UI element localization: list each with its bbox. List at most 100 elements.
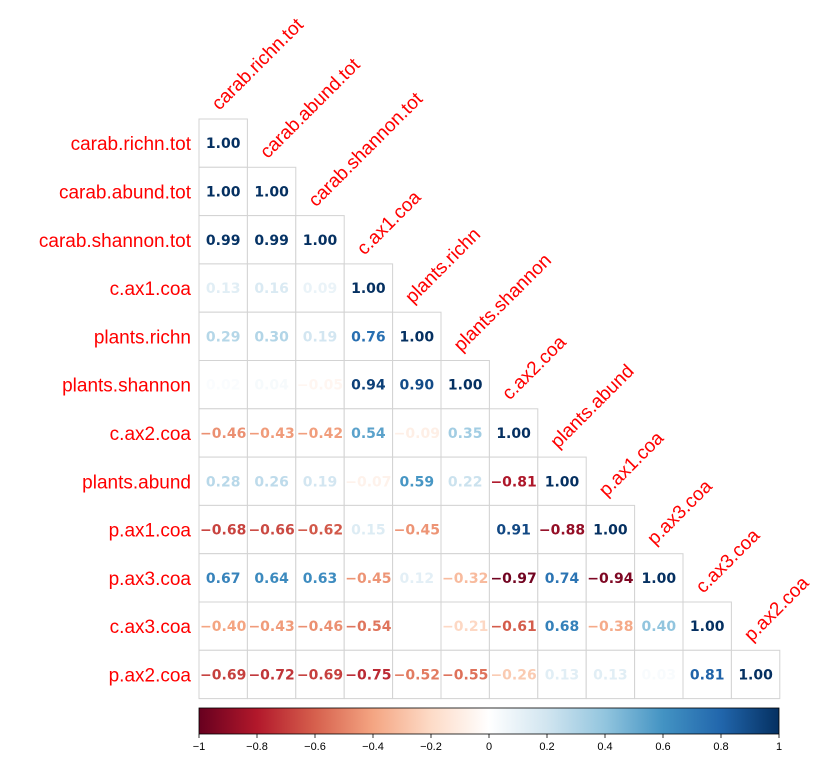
cell-value: 0.19: [303, 474, 338, 490]
cell: [295, 553, 345, 603]
cell-value: 0.15: [351, 523, 386, 539]
colorbar-tick-label: −0.8: [246, 741, 268, 753]
row-label: p.ax1.coa: [109, 521, 192, 542]
cell-value: 1.00: [690, 619, 725, 635]
cell-value: −0.09: [394, 426, 440, 442]
cell: [440, 504, 490, 555]
cell-value: 0.02: [206, 378, 241, 394]
cell: [343, 649, 394, 700]
row-label: c.ax1.coa: [110, 279, 192, 300]
row-label: c.ax3.coa: [110, 617, 192, 638]
cell: [246, 553, 297, 603]
cell: [440, 553, 490, 603]
matrix-cells: 1.00 1.00 1.00 0.99 0.99 1.00 0.13 0.16 0.09 1.00…: [198, 118, 781, 700]
colorbar-tick-label: −0.6: [304, 741, 326, 753]
cell-value: 1.00: [496, 426, 531, 442]
cell: [343, 504, 394, 555]
cell: [730, 649, 781, 700]
cell: [198, 166, 248, 217]
colorbar-tick-label: 1: [776, 741, 782, 753]
cell: [343, 311, 394, 362]
colorbar-tick-label: 0.6: [655, 741, 670, 753]
cell-value: 0.04: [254, 378, 289, 394]
cell: [198, 601, 248, 651]
cell-value: −0.43: [248, 619, 294, 635]
cell-value: −0.05: [297, 378, 343, 394]
cell: [295, 504, 345, 555]
row-label: plants.abund: [82, 472, 191, 493]
cell: [198, 360, 248, 410]
cell-value: −0.88: [539, 523, 585, 539]
cell-value: −0.72: [248, 667, 294, 683]
cell-value: −0.61: [490, 619, 536, 635]
column-label: p.ax1.coa: [595, 428, 668, 501]
cell: [440, 408, 490, 458]
cell: [537, 649, 587, 700]
column-label: c.ax1.coa: [353, 187, 426, 260]
cell-value: −0.42: [297, 426, 343, 442]
column-label: carab.abund.tot: [256, 54, 365, 163]
colorbar-tick-label: 0.8: [713, 741, 728, 753]
cell-value: 0.68: [545, 619, 580, 635]
cell-value: 0.64: [254, 571, 289, 587]
cell-value: 0.35: [448, 426, 483, 442]
cell-value: 1.00: [303, 233, 338, 249]
row-label: p.ax2.coa: [109, 665, 192, 686]
cell-value: 0.40: [642, 619, 677, 635]
column-label: plants.richn: [401, 224, 485, 308]
cell-value: −0.69: [200, 667, 246, 683]
cell: [392, 601, 442, 651]
cell-value: −0.81: [490, 474, 536, 490]
cell-value: 0.74: [545, 571, 580, 587]
row-label: p.ax3.coa: [109, 569, 192, 590]
column-label: c.ax3.coa: [692, 525, 765, 598]
cell: [246, 263, 297, 313]
cell: [585, 649, 636, 700]
cell: [198, 504, 248, 555]
cell: [198, 456, 248, 506]
cell: [585, 553, 636, 603]
cell-value: 1.00: [738, 667, 773, 683]
cell-value: 0.90: [400, 378, 435, 394]
cell-value: 1.00: [448, 378, 483, 394]
cell-value: 0.03: [642, 667, 677, 683]
cell-value: −0.75: [345, 667, 391, 683]
cell-value: 0.19: [303, 329, 338, 345]
column-label: plants.shannon: [450, 250, 556, 356]
row-labels: carab.richn.tot carab.abund.tot carab.shan…: [39, 134, 192, 686]
cell-value: 0.29: [206, 329, 241, 345]
cell-value: −0.94: [587, 571, 634, 587]
cell-value: 0.99: [206, 233, 241, 249]
cell-value: 1.00: [545, 474, 580, 490]
cell: [537, 504, 587, 555]
column-label: p.ax3.coa: [643, 476, 716, 549]
cell-value: 0.30: [254, 329, 289, 345]
cell-value: 0.99: [254, 233, 289, 249]
cell-value: 0.94: [351, 378, 386, 394]
row-label: c.ax2.coa: [110, 424, 192, 445]
cell: [343, 263, 394, 313]
cell-value: 1.00: [206, 184, 241, 200]
cell: [392, 649, 442, 700]
cell-value: −0.38: [587, 619, 633, 635]
cell-value: 0.59: [400, 474, 435, 490]
cell: [634, 553, 684, 603]
cell: [392, 360, 442, 410]
cell-value: −0.55: [442, 667, 488, 683]
cell: [198, 553, 248, 603]
colorbar-tick-label: −0.2: [420, 741, 442, 753]
row-label: carab.shannon.tot: [39, 231, 192, 252]
cell: [537, 456, 587, 506]
cell: [682, 649, 732, 700]
cell-value: −0.07: [345, 474, 391, 490]
cell: [295, 215, 345, 265]
cell-value: −0.97: [490, 571, 536, 587]
cell: [440, 360, 490, 410]
cell: [295, 456, 345, 506]
cell-value: −0.26: [490, 667, 536, 683]
cell-value: −0.21: [442, 619, 488, 635]
cell-value: 1.00: [400, 329, 435, 345]
cell: [246, 601, 297, 651]
cell-value: −0.45: [394, 523, 440, 539]
cell: [537, 601, 587, 651]
